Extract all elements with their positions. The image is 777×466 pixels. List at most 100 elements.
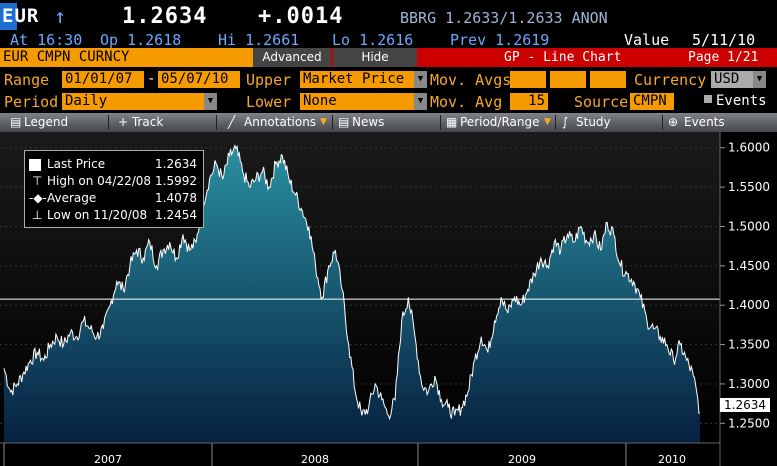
events-button[interactable]: Events: [684, 115, 725, 129]
bid-ask-quote: BBRG 1.2633/1.2633 ANON: [400, 9, 608, 27]
legend-value: 1.4078: [155, 191, 197, 205]
annotations-button[interactable]: Annotations: [244, 115, 317, 129]
last-price-swatch-icon: [29, 159, 41, 171]
toolbar-divider: [332, 115, 333, 130]
y-tick-label: 1.4500: [728, 259, 770, 273]
legend-value: 1.5992: [155, 174, 197, 188]
legend-label: High on 04/22/08: [47, 174, 152, 188]
mov-avg-field[interactable]: 15: [510, 93, 548, 110]
legend-value: 1.2454: [155, 208, 197, 222]
quote-date: 5/11/10: [692, 31, 756, 49]
currency-label: Currency: [634, 71, 707, 89]
legend-label: Average: [47, 191, 97, 205]
period-range-button[interactable]: Period/Range: [460, 115, 540, 129]
hide-button[interactable]: Hide: [333, 48, 417, 67]
chevron-down-icon[interactable]: ▼: [204, 93, 217, 110]
toolbar-divider: [662, 115, 663, 130]
legend-average: -◆- Average 1.4078: [29, 191, 199, 207]
y-tick-label: 1.3500: [728, 338, 770, 352]
lower-label: Lower: [246, 93, 292, 111]
events-checkbox[interactable]: [704, 95, 712, 103]
price-change: +.0014: [258, 4, 344, 29]
advanced-button[interactable]: Advanced: [253, 48, 331, 67]
chevron-down-icon[interactable]: ▼: [414, 93, 427, 110]
mov-avgs-label: Mov. Avgs: [430, 71, 512, 89]
last-price: 1.2634: [122, 4, 208, 29]
legend-last-price: Last Price 1.2634: [29, 157, 199, 173]
price-line: [3, 144, 701, 421]
average-marker-icon: -◆-: [29, 191, 47, 205]
open-price: Op 1.2618: [100, 31, 182, 49]
period-select[interactable]: Daily: [62, 93, 204, 110]
events-label: Events: [716, 93, 767, 109]
chevron-down-icon[interactable]: ▼: [320, 117, 327, 127]
low-marker-icon: ⊥: [32, 208, 43, 222]
legend-value: 1.2634: [155, 157, 197, 171]
y-tick-label: 1.4000: [728, 298, 770, 312]
low-price: Lo 1.2616: [332, 31, 414, 49]
news-button[interactable]: News: [352, 115, 385, 129]
source-label: Source: [574, 93, 629, 111]
track-button[interactable]: + Track: [118, 115, 164, 129]
upper-select[interactable]: Market Price: [300, 71, 414, 88]
calendar-icon: ▦: [446, 115, 458, 129]
legend-button[interactable]: Legend: [24, 115, 69, 129]
price-area: [4, 145, 700, 443]
mov-avg-field-2[interactable]: [550, 71, 586, 88]
toolbar-divider: [108, 115, 109, 130]
period-label: Period: [4, 93, 59, 111]
pencil-icon: ╱: [228, 115, 236, 129]
security-field[interactable]: EUR CMPN CURNCY: [0, 48, 253, 67]
y-tick-label: 1.5000: [728, 219, 770, 233]
page-indicator[interactable]: Page 1/21: [688, 50, 759, 65]
lower-select[interactable]: None: [300, 93, 414, 110]
mov-avg-field-3[interactable]: [590, 71, 626, 88]
study-icon: ∫: [562, 115, 569, 129]
y-tick-label: 1.5500: [728, 180, 770, 194]
high-marker-icon: ⊤: [32, 174, 43, 188]
chevron-down-icon[interactable]: ▼: [544, 117, 551, 127]
y-tick-label: 1.2500: [728, 416, 770, 430]
source-field[interactable]: CMPN: [630, 93, 674, 110]
y-axis: 1.6000 1.5500 1.5000 1.4500 1.4000 1.3500 1.30…: [720, 141, 770, 430]
toolbar-divider: [216, 115, 217, 130]
ticker-symbol[interactable]: EUR: [2, 5, 40, 27]
mov-avg-field-1[interactable]: [510, 71, 546, 88]
up-arrow-icon: ↑: [54, 4, 67, 28]
previous-close: Prev 1.2619: [450, 31, 550, 49]
x-tick-label: 2008: [301, 453, 329, 466]
price-chart[interactable]: 1.6000 1.5500 1.5000 1.4500 1.4000 1.3500 1.30…: [0, 132, 777, 466]
quote-time: At 16:30: [10, 31, 83, 49]
y-tick-label: 1.6000: [728, 141, 770, 155]
upper-label: Upper: [246, 71, 292, 89]
function-title: GP - Line Chart: [504, 50, 622, 65]
x-axis: 2007 2008 2009 2010: [3, 443, 686, 466]
range-start-field[interactable]: 01/01/07: [62, 71, 144, 88]
security-name: EUR CMPN CURNCY: [3, 49, 130, 65]
x-tick-label: 2010: [658, 453, 686, 466]
x-tick-label: 2007: [94, 453, 122, 466]
chart-legend[interactable]: Last Price 1.2634 ⊤ High on 04/22/08 1.5…: [24, 150, 204, 228]
quote-stats-row: At 16:30 Op 1.2618 Hi 1.2661 Lo 1.2616 P…: [0, 31, 777, 49]
ticker-highlight: [0, 3, 17, 30]
toolbar-divider: [555, 115, 556, 130]
x-tick-label: 2009: [508, 453, 536, 466]
function-bar: EUR CMPN CURNCY Advanced Hide GP - Line …: [0, 48, 777, 67]
chart-toolbar: ▤ Legend + Track ╱ Annotations ▼ ▤ News …: [0, 113, 777, 132]
high-price: Hi 1.2661: [218, 31, 300, 49]
study-button[interactable]: Study: [576, 115, 611, 129]
chevron-down-icon[interactable]: ▼: [753, 71, 766, 88]
news-icon: ▤: [338, 115, 350, 129]
mov-avg-label: Mov. Avg: [430, 93, 503, 111]
toolbar-divider: [440, 115, 441, 130]
range-end-field[interactable]: 05/07/10: [158, 71, 240, 88]
currency-select[interactable]: USD: [711, 71, 753, 88]
legend-high: ⊤ High on 04/22/08 1.5992: [29, 174, 199, 190]
legend-label: Last Price: [47, 157, 106, 171]
legend-low: ⊥ Low on 11/20/08 1.2454: [29, 208, 199, 224]
range-dash: -: [147, 71, 156, 87]
last-price-tag: 1.2634: [720, 398, 770, 412]
chevron-down-icon[interactable]: ▼: [414, 71, 427, 88]
legend-label: Low on 11/20/08: [47, 208, 148, 222]
legend-toggle-icon[interactable]: ▤: [10, 115, 22, 129]
